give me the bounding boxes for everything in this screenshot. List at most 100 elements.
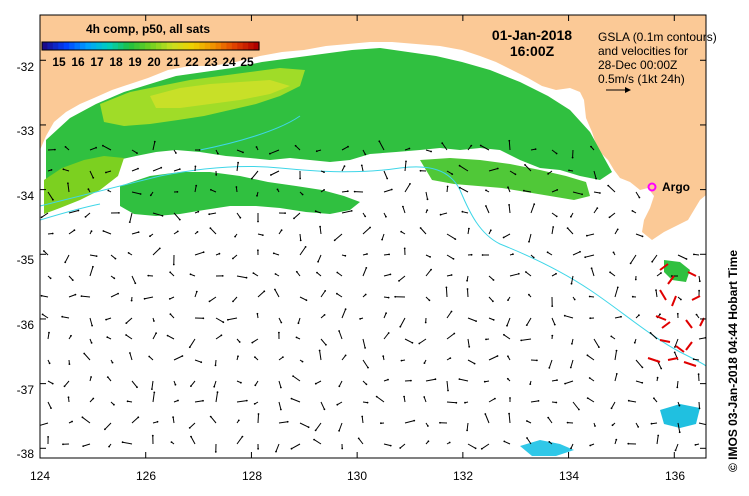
velocity-arrow-head [195,290,198,293]
velocity-arrow [89,266,94,277]
velocity-arrow [110,254,116,259]
velocity-arrow-head [588,377,591,379]
velocity-arrow-head [307,426,310,429]
velocity-arrow [674,338,679,348]
velocity-arrow [275,443,280,452]
velocity-arrow-head [503,440,506,443]
velocity-arrow-head [168,298,171,300]
velocity-arrow [131,149,138,154]
red-vector [685,319,693,329]
velocity-arrow-head [631,210,634,212]
velocity-arrow-head [195,184,198,187]
velocity-arrow [144,296,154,300]
velocity-arrow-head [579,250,581,253]
velocity-arrow-head [366,401,369,404]
velocity-arrow-head [118,212,120,214]
velocity-arrow-head [520,339,523,342]
lat-tick-label: -37 [17,383,35,397]
velocity-arrow-head [660,367,663,370]
velocity-arrow-head [641,366,644,369]
velocity-arrow-head [553,323,556,326]
velocity-arrow-head [380,422,382,425]
velocity-arrow [131,416,139,424]
velocity-arrow-head [239,216,242,219]
velocity-arrow-head [237,419,240,422]
velocity-arrow [526,437,532,445]
velocity-arrow [488,355,498,361]
velocity-arrow [253,272,259,277]
velocity-arrow-head [346,190,349,193]
velocity-arrow-head [71,420,73,423]
velocity-arrow-head [459,186,461,189]
velocity-arrow-head [64,146,67,148]
velocity-arrow-head [188,427,191,429]
velocity-arrow [462,211,469,214]
velocity-arrow-head [548,367,551,369]
velocity-arrow [82,416,91,424]
velocity-arrow [299,246,307,256]
velocity-arrow-head [610,407,613,410]
velocity-arrow-head [209,415,212,418]
velocity-arrow [131,275,136,284]
velocity-arrow-head [430,268,432,271]
colorbar-segment [69,42,76,50]
velocity-arrow-head [551,305,554,307]
velocity-arrow [215,334,222,340]
velocity-arrow [530,400,539,403]
velocity-arrow-head [536,359,538,362]
velocity-arrow-head [556,189,559,191]
velocity-arrow-head [130,299,133,302]
velocity-arrow-head [366,253,368,255]
velocity-arrow-head [232,257,234,260]
velocity-arrow-head [71,279,74,281]
velocity-arrow-head [295,336,298,339]
colorbar-segment [85,42,92,50]
velocity-arrow-head [674,449,677,452]
velocity-arrow-head [202,317,205,320]
svg-text:0.5m/s (1kt 24h): 0.5m/s (1kt 24h) [598,72,685,86]
velocity-arrow-head [570,447,572,450]
svg-text:GSLA (0.1m contours): GSLA (0.1m contours) [598,30,717,44]
velocity-arrow-head [364,347,366,349]
velocity-arrow [383,332,390,340]
velocity-arrow-head [80,295,83,297]
velocity-arrow-head [598,346,600,348]
colorbar-segment [253,42,260,50]
velocity-arrow-head [480,447,483,450]
velocity-arrow-head [423,362,426,364]
velocity-arrow-head [586,234,588,237]
velocity-arrow-head [563,314,566,317]
velocity-arrow-head [676,386,679,389]
velocity-arrow-head [314,429,317,432]
velocity-arrow-head [364,215,367,218]
velocity-arrow-head [202,251,205,254]
velocity-arrow [194,359,202,363]
velocity-arrow-head [387,296,390,299]
velocity-arrow [467,145,472,151]
velocity-arrow-head [178,168,181,171]
velocity-arrow [341,309,347,319]
velocity-arrow [361,165,364,172]
colorbar-segment [210,42,217,50]
velocity-arrow [676,380,679,388]
velocity-arrow-head [172,416,175,418]
velocity-arrow [504,440,511,445]
lon-tick-label: 130 [347,469,367,483]
velocity-arrow [551,226,554,235]
velocity-arrow [698,401,700,409]
velocity-arrow-head [532,256,535,259]
velocity-arrow [635,191,640,198]
velocity-arrow-head [255,146,258,148]
velocity-arrow-head [139,193,142,195]
velocity-arrow-head [317,260,319,263]
velocity-arrow-head [67,182,69,185]
velocity-arrow-head [676,312,679,315]
velocity-arrow-head [633,341,636,344]
colorbar-segment [107,42,114,50]
velocity-arrow-head [423,396,426,398]
velocity-arrow [269,149,280,155]
svg-text:25: 25 [240,55,254,69]
velocity-arrow-head [385,215,387,218]
velocity-arrow-head [176,230,179,233]
velocity-arrow-head [257,413,260,415]
